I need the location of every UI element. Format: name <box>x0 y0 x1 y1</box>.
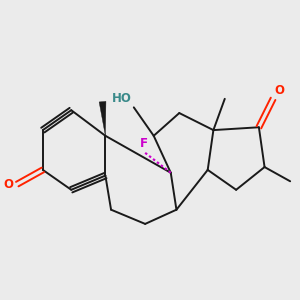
Text: O: O <box>274 84 284 98</box>
Text: O: O <box>4 178 14 190</box>
Polygon shape <box>99 101 106 136</box>
Text: HO: HO <box>112 92 131 105</box>
Text: F: F <box>140 137 148 150</box>
